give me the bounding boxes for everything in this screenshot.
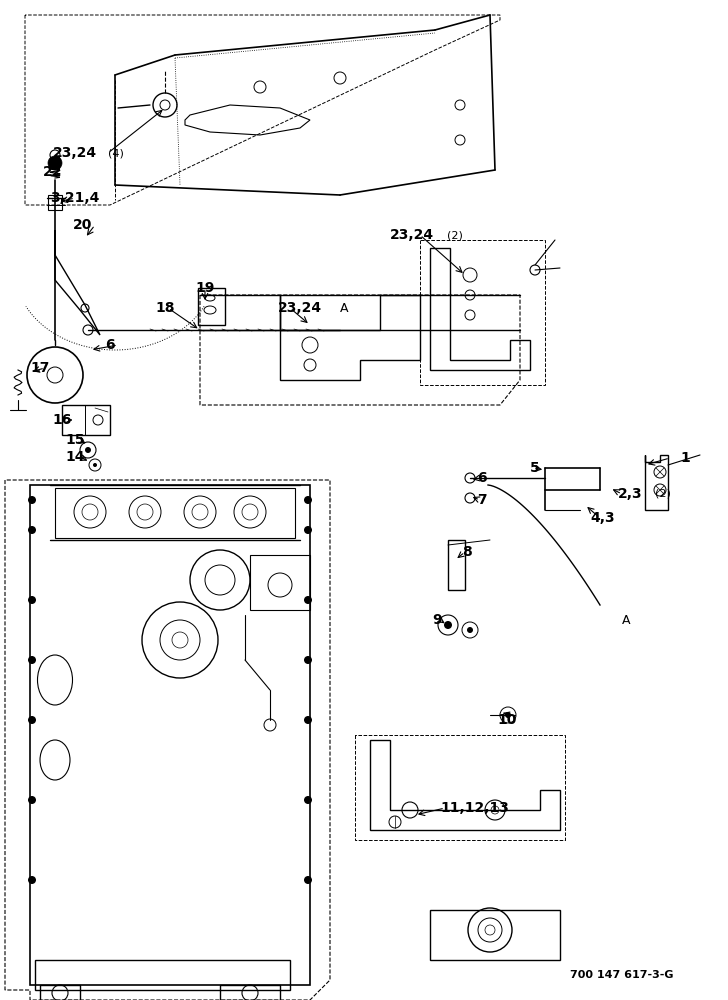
Circle shape (505, 712, 511, 718)
Text: 20: 20 (73, 218, 92, 232)
Circle shape (28, 796, 36, 804)
Text: 6: 6 (477, 471, 486, 485)
Text: 16: 16 (52, 413, 71, 427)
Circle shape (467, 627, 473, 633)
Text: 19: 19 (195, 281, 214, 295)
Text: 1: 1 (680, 451, 689, 465)
Circle shape (93, 463, 97, 467)
Text: 5: 5 (530, 461, 539, 475)
Text: 9: 9 (432, 613, 442, 627)
Circle shape (85, 447, 91, 453)
Circle shape (28, 496, 36, 504)
Text: 700 147 617-3-G: 700 147 617-3-G (570, 970, 673, 980)
Text: 23,24: 23,24 (53, 146, 97, 160)
Circle shape (28, 876, 36, 884)
Circle shape (304, 656, 312, 664)
Circle shape (444, 621, 452, 629)
Circle shape (304, 716, 312, 724)
Text: 11,12,13: 11,12,13 (440, 801, 509, 815)
Circle shape (28, 596, 36, 604)
Text: 8: 8 (462, 545, 472, 559)
Text: (4): (4) (108, 148, 124, 158)
Circle shape (304, 496, 312, 504)
Text: (2): (2) (655, 489, 671, 499)
Text: A: A (622, 613, 630, 626)
Text: 7: 7 (477, 493, 486, 507)
Text: 18: 18 (155, 301, 175, 315)
Text: 2,3: 2,3 (618, 487, 643, 501)
Text: 22: 22 (43, 165, 63, 179)
Text: 14: 14 (65, 450, 84, 464)
Text: (2): (2) (447, 230, 463, 240)
Circle shape (28, 716, 36, 724)
Circle shape (28, 526, 36, 534)
Circle shape (304, 796, 312, 804)
Text: 15: 15 (65, 433, 84, 447)
Text: 6: 6 (105, 338, 114, 352)
Circle shape (48, 156, 62, 170)
Text: 23,24: 23,24 (390, 228, 434, 242)
Circle shape (304, 876, 312, 884)
Text: 3,21,4: 3,21,4 (50, 191, 100, 205)
Circle shape (304, 526, 312, 534)
Text: A: A (340, 302, 349, 314)
Circle shape (304, 596, 312, 604)
Text: 23,24: 23,24 (278, 301, 322, 315)
Circle shape (28, 656, 36, 664)
Text: 17: 17 (30, 361, 50, 375)
Text: 4,3: 4,3 (590, 511, 614, 525)
Text: 10: 10 (497, 713, 516, 727)
